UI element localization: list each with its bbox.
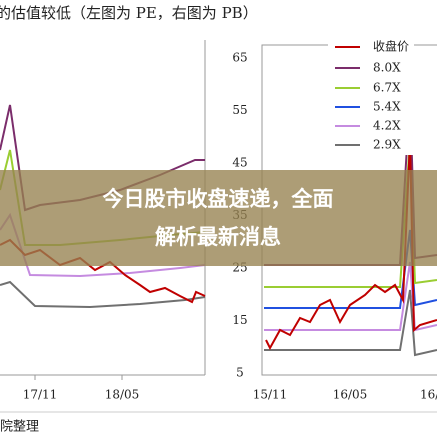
legend-label: 2.9X: [373, 138, 401, 152]
legend-label: 收盘价: [373, 39, 409, 54]
legend-label: 6.7X: [373, 81, 401, 95]
legend-label: 5.4X: [373, 100, 401, 114]
headline: 今日股市收盘速递，全面: [103, 187, 334, 211]
y-label: 15: [232, 313, 247, 327]
y-label: 45: [232, 156, 247, 170]
x-label: 15/11: [253, 388, 288, 402]
legend-label: 8.0X: [373, 61, 401, 75]
overlay-band: [0, 170, 437, 266]
legend-label: 4.2X: [373, 119, 401, 133]
source: 院整理: [0, 420, 39, 435]
legend: 收盘价 8.0X 6.7X 5.4X 4.2X 2.9X: [328, 37, 414, 155]
x-label: 18/05: [105, 388, 140, 402]
x-label: 16/0: [420, 388, 437, 402]
y-label: 5: [236, 366, 244, 380]
x-label: 17/11: [23, 388, 58, 402]
y-label: 55: [232, 103, 247, 117]
headline: 解析最新消息: [155, 225, 281, 249]
y-label: 65: [232, 51, 247, 65]
x-label: 16/05: [333, 388, 368, 402]
title: 的估值较低（左图为 PE，右图为 PB）: [0, 4, 258, 22]
